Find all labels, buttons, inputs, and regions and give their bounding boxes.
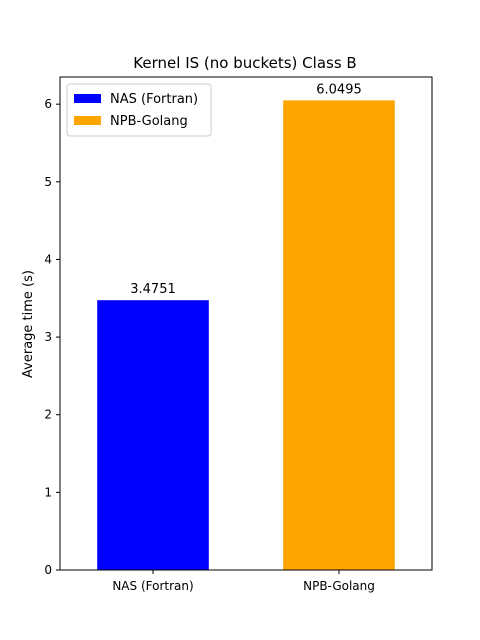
y-tick-label-5: 5: [44, 175, 52, 189]
legend-swatch-1: [74, 116, 101, 125]
bar-1: [283, 100, 395, 571]
y-tick-label-0: 0: [44, 563, 52, 577]
x-axis: NAS (Fortran) NPB-Golang: [112, 570, 375, 593]
bar-value-label-1: 6.0495: [316, 82, 362, 97]
legend-swatch-0: [74, 94, 101, 103]
plot-frame: [59, 76, 433, 571]
x-tick-label-0: NAS (Fortran): [112, 579, 193, 593]
bar-0: [97, 300, 209, 570]
y-tick-label-6: 6: [44, 97, 52, 111]
y-tick-label-3: 3: [44, 330, 52, 344]
y-axis: 0 1 2 3 4 5 6: [44, 97, 60, 577]
legend: NAS (Fortran) NPB-Golang: [66, 83, 212, 137]
bar-value-label-0: 3.4751: [130, 282, 176, 297]
y-tick-label-4: 4: [44, 252, 52, 266]
x-tick-label-1: NPB-Golang: [303, 579, 375, 593]
y-tick-label-2: 2: [44, 408, 52, 422]
legend-label-1: NPB-Golang: [110, 114, 188, 129]
bars-group: [97, 100, 395, 571]
legend-label-0: NAS (Fortran): [110, 92, 198, 107]
y-tick-label-1: 1: [44, 485, 52, 499]
legend-box: [66, 83, 212, 137]
chart-title: Kernel IS (no buckets) Class B: [133, 54, 356, 72]
bar-labels-group: 3.4751 6.0495: [130, 82, 362, 297]
y-axis-label: Average time (s): [21, 270, 36, 378]
